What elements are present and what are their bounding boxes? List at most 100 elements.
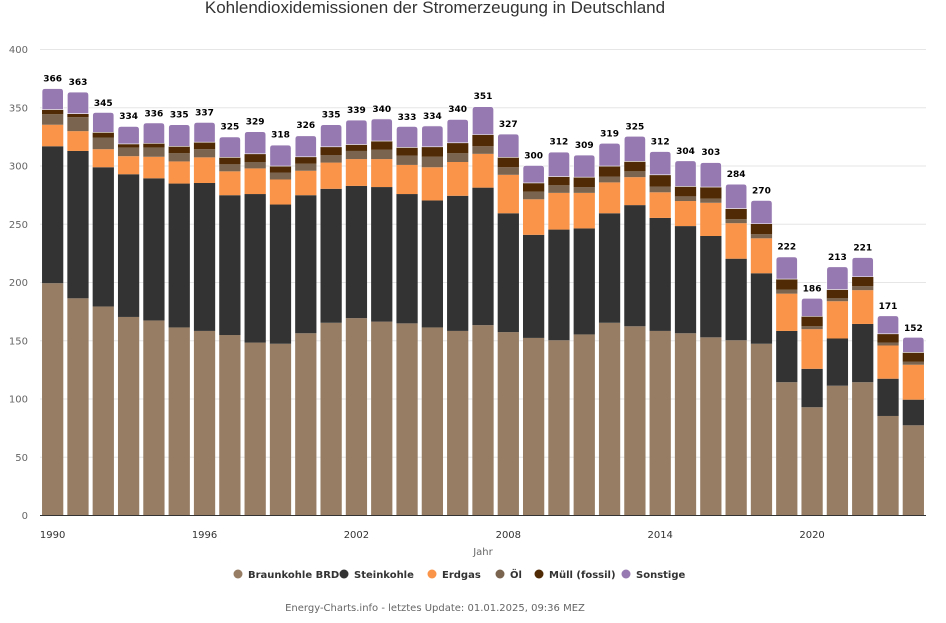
bar-segment-müll-fossil-[interactable] (548, 176, 570, 186)
bar-stack-2020[interactable] (801, 298, 824, 515)
bar-segment-steinkohle[interactable] (244, 194, 266, 343)
bar-segment-erdgas[interactable] (573, 192, 595, 229)
bar-segment-erdgas[interactable] (624, 177, 646, 206)
bar-segment-braunkohle-brd[interactable] (598, 322, 621, 515)
bar-segment-steinkohle[interactable] (219, 195, 241, 336)
bar-segment-erdgas[interactable] (902, 364, 924, 400)
bar-segment-öl[interactable] (396, 155, 418, 165)
bar-segment-erdgas[interactable] (295, 170, 317, 196)
bar-segment-sonstige[interactable] (472, 106, 494, 135)
bar-segment-sonstige[interactable] (851, 257, 874, 278)
bar-segment-erdgas[interactable] (725, 223, 747, 259)
bar-segment-braunkohle-brd[interactable] (117, 316, 140, 515)
bar-segment-müll-fossil-[interactable] (700, 187, 722, 199)
bar-segment-sonstige[interactable] (345, 119, 368, 145)
bar-segment-erdgas[interactable] (852, 290, 874, 324)
bar-segment-braunkohle-brd[interactable] (67, 298, 89, 515)
bar-segment-sonstige[interactable] (67, 91, 89, 114)
bar-stack-2014[interactable] (649, 151, 672, 515)
bar-segment-braunkohle-brd[interactable] (345, 318, 368, 515)
bar-segment-sonstige[interactable] (902, 337, 925, 353)
bar-segment-öl[interactable] (168, 153, 190, 162)
bar-segment-müll-fossil-[interactable] (826, 289, 849, 299)
bar-segment-erdgas[interactable] (674, 201, 697, 227)
bar-segment-öl[interactable] (219, 164, 241, 172)
bar-segment-müll-fossil-[interactable] (396, 147, 418, 156)
bar-segment-öl[interactable] (447, 153, 469, 163)
bar-stack-1995[interactable] (168, 124, 191, 515)
bar-segment-sonstige[interactable] (396, 126, 418, 148)
bar-segment-erdgas[interactable] (371, 159, 393, 188)
bar-segment-steinkohle[interactable] (826, 338, 849, 386)
bar-segment-braunkohle-brd[interactable] (902, 425, 924, 515)
bar-segment-öl[interactable] (649, 186, 671, 193)
bar-segment-steinkohle[interactable] (371, 187, 393, 322)
bar-segment-steinkohle[interactable] (649, 217, 671, 331)
bar-segment-sonstige[interactable] (41, 88, 64, 110)
bar-segment-erdgas[interactable] (801, 329, 823, 369)
bar-segment-braunkohle-brd[interactable] (522, 337, 545, 515)
bar-segment-steinkohle[interactable] (674, 226, 697, 334)
bar-segment-müll-fossil-[interactable] (92, 132, 114, 138)
bar-segment-erdgas[interactable] (269, 179, 292, 205)
bar-stack-1996[interactable] (193, 122, 216, 515)
bar-segment-sonstige[interactable] (725, 183, 748, 209)
bar-segment-erdgas[interactable] (700, 202, 722, 236)
bar-segment-erdgas[interactable] (320, 162, 342, 189)
bar-segment-müll-fossil-[interactable] (219, 157, 241, 165)
bar-segment-sonstige[interactable] (193, 122, 216, 143)
bar-segment-öl[interactable] (421, 156, 444, 168)
bar-segment-steinkohle[interactable] (573, 228, 595, 335)
bar-segment-erdgas[interactable] (67, 131, 89, 151)
bar-segment-müll-fossil-[interactable] (801, 316, 823, 327)
bar-segment-sonstige[interactable] (522, 165, 545, 184)
bar-segment-müll-fossil-[interactable] (421, 146, 444, 157)
bar-stack-2019[interactable] (775, 256, 798, 515)
bar-segment-müll-fossil-[interactable] (295, 156, 317, 164)
bar-segment-erdgas[interactable] (826, 301, 849, 339)
bar-stack-2010[interactable] (548, 151, 570, 515)
bar-segment-sonstige[interactable] (142, 122, 165, 144)
bar-segment-braunkohle-brd[interactable] (801, 407, 823, 515)
bar-segment-braunkohle-brd[interactable] (92, 306, 114, 515)
bar-segment-braunkohle-brd[interactable] (320, 322, 342, 515)
bar-segment-müll-fossil-[interactable] (472, 134, 494, 147)
bar-segment-erdgas[interactable] (42, 124, 64, 147)
bar-segment-müll-fossil-[interactable] (852, 276, 874, 287)
bar-segment-öl[interactable] (852, 286, 874, 291)
bar-segment-öl[interactable] (295, 163, 317, 171)
bar-segment-steinkohle[interactable] (447, 195, 469, 331)
bar-segment-müll-fossil-[interactable] (143, 143, 165, 148)
bar-segment-müll-fossil-[interactable] (750, 223, 773, 235)
bar-segment-braunkohle-brd[interactable] (700, 337, 722, 515)
bar-segment-sonstige[interactable] (826, 266, 849, 290)
bar-segment-braunkohle-brd[interactable] (776, 382, 798, 515)
bar-stack-2012[interactable] (598, 143, 621, 515)
bar-segment-braunkohle-brd[interactable] (421, 327, 444, 515)
bar-segment-braunkohle-brd[interactable] (877, 415, 899, 515)
bar-segment-müll-fossil-[interactable] (649, 174, 671, 187)
bar-segment-sonstige[interactable] (218, 136, 241, 158)
bar-segment-steinkohle[interactable] (117, 174, 140, 317)
bar-stack-2021[interactable] (826, 266, 849, 515)
bar-segment-erdgas[interactable] (497, 174, 519, 214)
bar-segment-steinkohle[interactable] (725, 258, 747, 341)
bar-segment-sonstige[interactable] (598, 143, 621, 167)
bar-segment-sonstige[interactable] (649, 151, 672, 176)
bar-segment-öl[interactable] (573, 187, 595, 193)
bar-segment-müll-fossil-[interactable] (371, 141, 393, 150)
bar-segment-braunkohle-brd[interactable] (219, 335, 241, 515)
bar-segment-braunkohle-brd[interactable] (649, 330, 671, 515)
bar-segment-steinkohle[interactable] (472, 187, 494, 326)
bar-segment-öl[interactable] (244, 162, 266, 169)
bar-segment-steinkohle[interactable] (295, 195, 317, 334)
bar-segment-sonstige[interactable] (877, 315, 899, 335)
bar-segment-braunkohle-brd[interactable] (472, 325, 494, 515)
bar-segment-öl[interactable] (42, 114, 64, 125)
bar-segment-öl[interactable] (725, 219, 747, 224)
bar-stack-2011[interactable] (573, 154, 596, 515)
bar-stack-2001[interactable] (320, 124, 343, 515)
bar-stack-2022[interactable] (851, 257, 874, 515)
bar-segment-braunkohle-brd[interactable] (193, 330, 216, 515)
legend-item-steinkohle[interactable]: Steinkohle (339, 569, 415, 582)
